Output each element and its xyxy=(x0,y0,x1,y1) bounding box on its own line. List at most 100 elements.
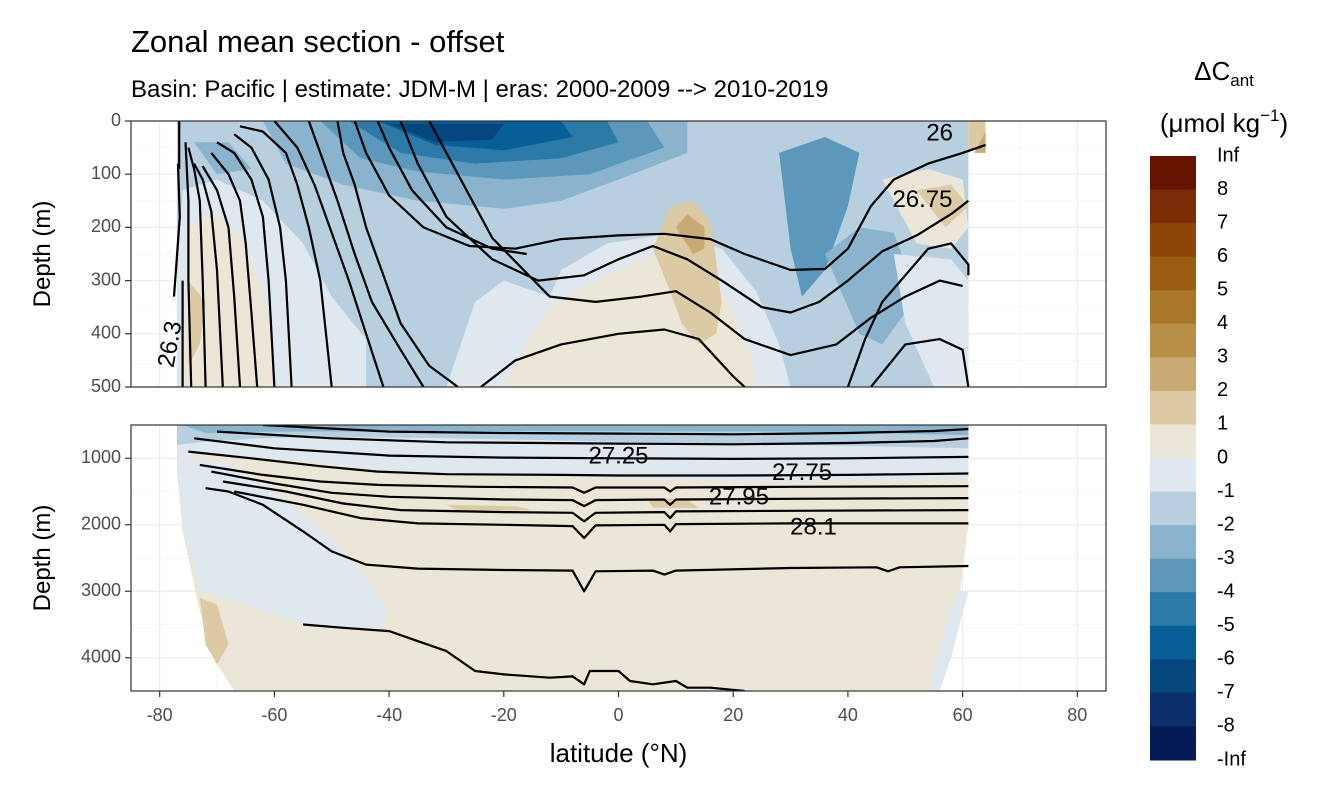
field-negative-left-strip xyxy=(194,142,252,175)
y-axis-title: Depth (m) xyxy=(29,201,56,308)
x-tick-label: 0 xyxy=(613,705,623,725)
legend-swatch xyxy=(1150,424,1196,459)
field-positive-east-2 xyxy=(916,184,969,228)
x-tick-label: -80 xyxy=(147,705,173,725)
legend-swatch xyxy=(1150,592,1196,627)
legend-swatch xyxy=(1150,323,1196,358)
contour-line xyxy=(216,141,276,387)
contour-line xyxy=(336,121,459,387)
y-tick-label: 500 xyxy=(91,376,121,396)
legend-title-subscript: ant xyxy=(1230,71,1254,90)
field-zero-west-wedge xyxy=(176,458,390,632)
contour-line xyxy=(303,623,745,691)
legend-label: -3 xyxy=(1217,547,1235,569)
legend-label: 8 xyxy=(1217,178,1228,200)
legend-label: -6 xyxy=(1217,648,1235,670)
y-tick-label: 1000 xyxy=(81,447,121,467)
contour-line xyxy=(262,425,969,436)
contour-line xyxy=(201,165,242,387)
y-tick-label: 0 xyxy=(111,110,121,130)
legend-label: 4 xyxy=(1217,312,1228,334)
contour-line xyxy=(188,450,969,477)
field-positive-left-2 xyxy=(188,280,206,366)
legend-label: -7 xyxy=(1217,681,1235,703)
legend-swatch xyxy=(1150,290,1196,325)
legend-swatch xyxy=(1150,156,1196,191)
legend-label: 1 xyxy=(1217,413,1228,435)
legend-swatch xyxy=(1150,525,1196,560)
contour-line xyxy=(205,487,969,593)
panel-border xyxy=(130,120,1107,388)
legend-unit-superscript: −1 xyxy=(1260,106,1279,125)
lower-field xyxy=(176,425,969,691)
contour-line xyxy=(187,147,207,387)
field-zero-east-edge xyxy=(928,591,969,691)
legend-swatch xyxy=(1150,458,1196,493)
legend-swatch xyxy=(1150,558,1196,593)
legend-label: -2 xyxy=(1217,513,1235,535)
contour-line xyxy=(233,490,969,540)
x-tick-label: 80 xyxy=(1067,705,1087,725)
contour-line xyxy=(211,470,969,508)
legend-unit-text: (μmol kg xyxy=(1160,108,1260,138)
contour-label: 27.95 xyxy=(709,483,769,510)
x-tick-label: 40 xyxy=(838,705,858,725)
contour-line xyxy=(199,463,969,494)
legend-swatch xyxy=(1150,692,1196,727)
legend-unit-close: ) xyxy=(1279,108,1288,138)
legend-label: -1 xyxy=(1217,480,1235,502)
legend-label: -5 xyxy=(1217,614,1235,636)
legend-label: -Inf xyxy=(1217,748,1246,770)
field-positive-left xyxy=(182,211,275,387)
x-tick-label: 20 xyxy=(723,705,743,725)
contour-line xyxy=(273,121,385,387)
legend-swatch xyxy=(1150,491,1196,526)
lower-contours xyxy=(188,425,969,691)
contour-line xyxy=(210,152,259,387)
field-negative-east xyxy=(779,137,860,297)
legend-label: 6 xyxy=(1217,245,1228,267)
legend-label: 3 xyxy=(1217,346,1228,368)
contour-line xyxy=(353,121,986,272)
legend-swatch xyxy=(1150,189,1196,224)
field-positive-west xyxy=(199,597,229,665)
contour-line xyxy=(216,430,969,446)
contour-line xyxy=(239,125,333,387)
y-tick-label: 300 xyxy=(91,269,121,289)
legend-label: -8 xyxy=(1217,715,1235,737)
field-negative-east-2 xyxy=(825,227,917,345)
contour-label: 26.75 xyxy=(892,186,952,213)
chart-subtitle: Basin: Pacific | estimate: JDM-M | eras:… xyxy=(131,76,829,103)
y-tick-label: 400 xyxy=(91,323,121,343)
contour-label: 26 xyxy=(926,120,953,147)
contour-line xyxy=(376,121,527,256)
legend-swatch xyxy=(1150,357,1196,392)
contour-line xyxy=(184,142,193,387)
legend-swatch xyxy=(1150,726,1196,761)
x-axis-title: latitude (°N) xyxy=(550,738,688,768)
legend-label: 7 xyxy=(1217,211,1228,233)
x-tick-label: 60 xyxy=(953,705,973,725)
legend-swatch xyxy=(1150,256,1196,291)
legend-label: 2 xyxy=(1217,379,1228,401)
contour-label: 27.75 xyxy=(772,459,832,486)
x-tick-label: -40 xyxy=(376,705,402,725)
legend-unit: (μmol kg−1) xyxy=(1160,106,1288,138)
field-negative-center-5 xyxy=(389,123,504,143)
field-positive-peak-2 xyxy=(675,214,705,254)
y-tick-label: 2000 xyxy=(81,514,121,534)
contour-line xyxy=(428,121,963,357)
contour-line xyxy=(222,480,969,523)
contour-line xyxy=(307,121,425,387)
contour-line xyxy=(172,163,181,297)
legend-label: Inf xyxy=(1217,144,1240,166)
legend-label: 5 xyxy=(1217,279,1228,301)
y-axis-title: Depth (m) xyxy=(29,505,56,612)
y-tick-label: 200 xyxy=(91,216,121,236)
contour-label: 28.1 xyxy=(790,513,837,540)
legend-swatch xyxy=(1150,625,1196,660)
legend-label: 0 xyxy=(1217,446,1228,468)
contour-line xyxy=(193,437,969,460)
